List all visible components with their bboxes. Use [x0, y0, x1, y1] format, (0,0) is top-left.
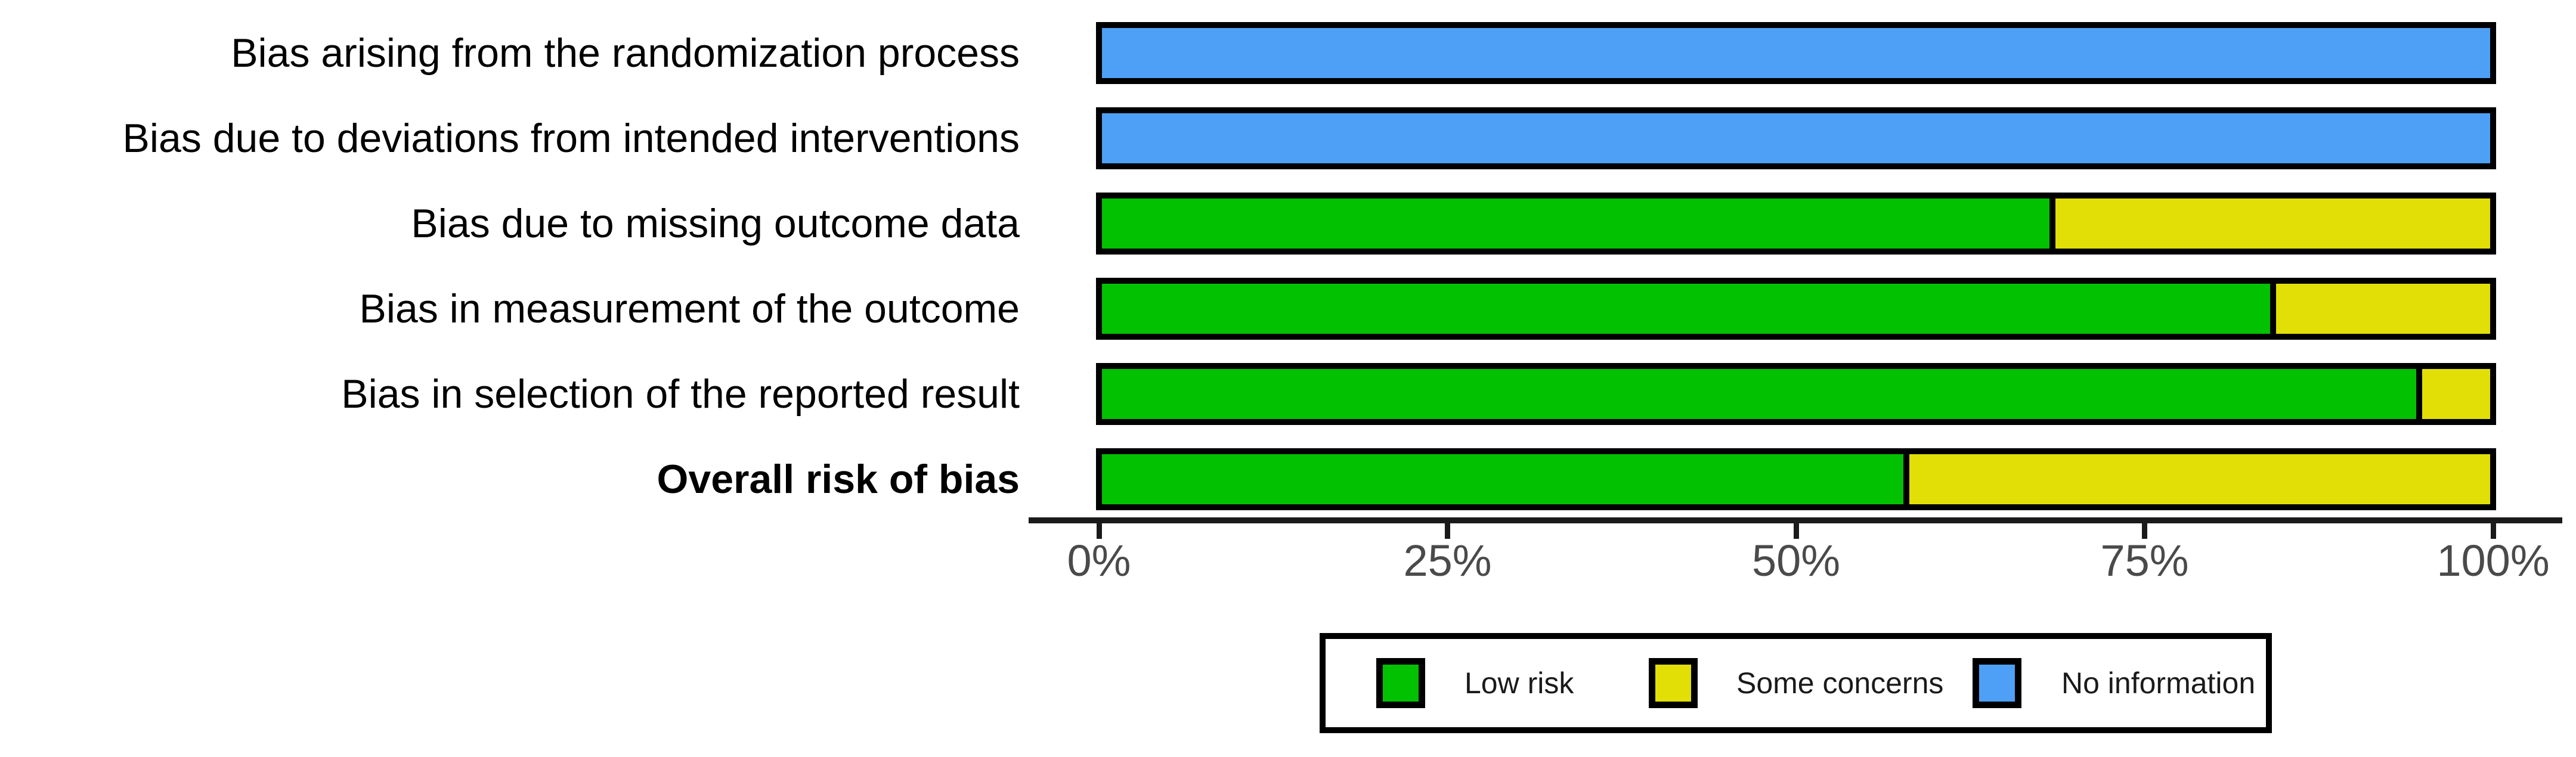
bar-row [1096, 193, 2496, 255]
bar-segment-low-risk [1099, 366, 2420, 422]
bar-row [1096, 448, 2496, 510]
legend-box: Low risk Some concerns No information [1320, 633, 2272, 733]
x-axis-tick [2490, 523, 2496, 539]
row-label: Bias due to missing outcome data [411, 201, 1020, 246]
bar-row [1096, 278, 2496, 340]
x-axis-tick [1096, 523, 1102, 539]
x-axis-tick [2142, 523, 2147, 539]
x-axis-tick-label: 50% [1751, 536, 1841, 585]
x-axis-tick-label: 0% [1067, 536, 1131, 585]
x-axis-tick [1793, 523, 1799, 539]
bar-segment-some-concerns [2052, 196, 2493, 252]
legend-label: Some concerns [1736, 666, 1944, 700]
bar-segment-some-concerns [1906, 451, 2493, 507]
row-label: Bias due to deviations from intended int… [122, 116, 1020, 161]
bar-row [1096, 363, 2496, 425]
row-label: Bias in selection of the reported result [341, 371, 1020, 417]
bar-segment-some-concerns [2272, 281, 2493, 337]
x-axis-tick [1445, 523, 1450, 539]
bar-segment-no-information [1099, 110, 2493, 166]
bar-row [1096, 22, 2496, 84]
x-axis-tick-label: 100% [2436, 536, 2550, 585]
row-label: Bias in measurement of the outcome [359, 286, 1020, 331]
legend-swatch-no-information [1973, 658, 2021, 708]
bar-segment-low-risk [1099, 281, 2273, 337]
x-axis-tick-label: 25% [1403, 536, 1492, 585]
row-label: Bias arising from the randomization proc… [231, 30, 1020, 76]
x-axis-line [1029, 517, 2562, 523]
legend-swatch-some-concerns [1649, 658, 1698, 708]
legend-label: Low risk [1465, 666, 1574, 700]
bar-segment-no-information [1099, 25, 2493, 81]
row-label: Overall risk of bias [657, 457, 1020, 502]
x-axis-tick-label: 75% [2100, 536, 2189, 585]
legend-label: No information [2061, 666, 2256, 700]
bar-segment-low-risk [1099, 196, 2053, 252]
bar-segment-low-risk [1099, 451, 1906, 507]
bar-segment-some-concerns [2419, 366, 2493, 422]
bar-row [1096, 107, 2496, 169]
legend-swatch-low-risk [1376, 658, 1425, 708]
